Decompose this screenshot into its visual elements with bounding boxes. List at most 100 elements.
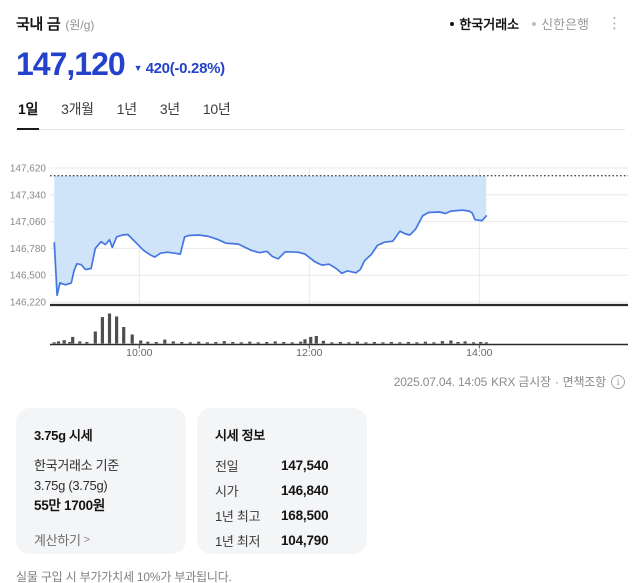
volume-bar (78, 341, 82, 344)
volume-bar (107, 313, 112, 344)
volume-bar (440, 341, 444, 344)
volume-bar (456, 342, 460, 344)
y-tick-label: 147,060 (10, 217, 47, 228)
volume-bar (463, 341, 467, 344)
volume-bar (256, 342, 260, 344)
volume-bar (71, 336, 75, 344)
price-chart[interactable]: 147,620 147,340 147,060 146,780 146,500 146,2… (0, 146, 640, 360)
volume-bar (364, 342, 368, 344)
volume-bar (239, 342, 243, 344)
volume-bar (389, 342, 393, 344)
source-toggle-krx[interactable]: 한국거래소 (450, 14, 519, 33)
volume-bar (330, 342, 334, 344)
volume-bar (423, 341, 427, 344)
row-value: 168,500 (281, 508, 329, 523)
volume-bar (122, 327, 126, 344)
calculate-link[interactable]: 계산하기 > (34, 530, 168, 549)
tab-10years[interactable]: 10년 (202, 101, 231, 117)
volume-bar (93, 331, 97, 344)
volume-bar (130, 334, 134, 344)
row-value: 104,790 (281, 533, 329, 548)
volume-bar (273, 341, 277, 344)
volume-bar (432, 342, 436, 344)
volume-bar (338, 342, 342, 344)
y-tick-label: 147,340 (10, 190, 47, 201)
volume-bar (449, 340, 453, 344)
volume-bar (406, 342, 410, 344)
card-title: 3.75g 시세 (34, 428, 93, 443)
bullet-icon (450, 21, 455, 26)
row-label: 1년 최고 (215, 509, 261, 524)
y-tick-label: 146,500 (10, 271, 47, 282)
chart-area: 147,620 147,340 147,060 146,780 146,500 146,2… (0, 146, 640, 360)
volume-bar (347, 342, 351, 344)
volume-bar (139, 340, 143, 344)
unit-price-card: 3.75g 시세 한국거래소 기준 3.75g (3.75g) 55만 1700… (16, 408, 186, 554)
x-tick-label: 12:00 (296, 347, 322, 359)
volume-bar (154, 342, 158, 344)
separator-dot: · (554, 374, 559, 389)
volume-bar (355, 341, 359, 344)
more-menu-icon[interactable]: ⋮ (607, 15, 622, 32)
price-change-text: 420(-0.28%) (145, 60, 226, 77)
tab-1day[interactable]: 1일 (17, 95, 40, 130)
price-basis: 한국거래소 기준 (34, 458, 119, 473)
current-price: 147,120 (16, 46, 126, 82)
row-label: 전일 (215, 459, 239, 474)
area-fill (54, 175, 487, 296)
source-toggle-shinhan[interactable]: 신한은행 (532, 14, 589, 33)
volume-bar (398, 342, 402, 344)
volume-bar (197, 341, 201, 344)
page-title: 국내 금 (16, 16, 61, 33)
market-name: KRX 금시장 (491, 375, 551, 389)
info-icon[interactable]: i (611, 374, 625, 389)
volume-bar (68, 342, 72, 344)
y-tick-label: 146,220 (10, 298, 47, 309)
row-value: 146,840 (281, 483, 329, 498)
y-tick-label: 147,620 (10, 164, 47, 175)
price-change: ▼ 420(-0.28%) (134, 60, 225, 77)
volume-bar (62, 340, 66, 344)
volume-bar (222, 341, 226, 344)
source-label: 신한은행 (541, 17, 589, 32)
volume-bar (146, 341, 150, 344)
tab-1year[interactable]: 1년 (116, 101, 137, 117)
volume-bar (309, 336, 313, 344)
volume-bar (115, 316, 119, 344)
x-tick-label: 14:00 (466, 347, 492, 359)
volume-bar (180, 342, 184, 344)
volume-bar (381, 342, 385, 344)
vat-notice: 실물 구입 시 부가가치세 10%가 부과됩니다. (16, 570, 232, 583)
volume-bar (299, 341, 303, 344)
volume-bar (163, 339, 167, 344)
price-block: 147,120 ▼ 420(-0.28%) (16, 43, 625, 80)
calculate-link-label: 계산하기 (34, 533, 81, 549)
volume-bar (85, 342, 89, 344)
volume-bar (314, 336, 318, 344)
row-value: 147,540 (281, 458, 329, 473)
down-arrow-icon: ▼ (133, 63, 143, 73)
card-title: 시세 정보 (215, 428, 265, 443)
source-label: 한국거래소 (459, 17, 520, 32)
price-line (53, 209, 488, 297)
volume-bar (415, 342, 419, 344)
volume-bar (282, 342, 286, 344)
tab-3years[interactable]: 3년 (159, 101, 180, 117)
disclaimer-link[interactable]: 면책조항 (562, 375, 607, 389)
volume-bar (321, 340, 325, 344)
y-tick-label: 146,780 (10, 244, 47, 255)
quote-info-table: 전일 147,540 시가 146,840 1년 최고 168,500 1년 최… (215, 456, 349, 550)
volume-bar (56, 341, 61, 344)
volume-bar (100, 317, 104, 344)
volume-bar (231, 342, 235, 344)
tab-3months[interactable]: 3개월 (61, 101, 94, 117)
volume-bar (472, 342, 476, 344)
volume-bar (52, 342, 56, 344)
summary-cards: 3.75g 시세 한국거래소 기준 3.75g (3.75g) 55만 1700… (16, 408, 625, 554)
bullet-icon (532, 21, 537, 26)
weight-spec: 3.75g (3.75g) (34, 478, 108, 494)
chart-footnote: 2025.07.04. 14:05 KRX 금시장 · 면책조항 i (16, 373, 625, 390)
x-tick-label: 10:00 (126, 347, 152, 359)
volume-bar (303, 339, 307, 344)
